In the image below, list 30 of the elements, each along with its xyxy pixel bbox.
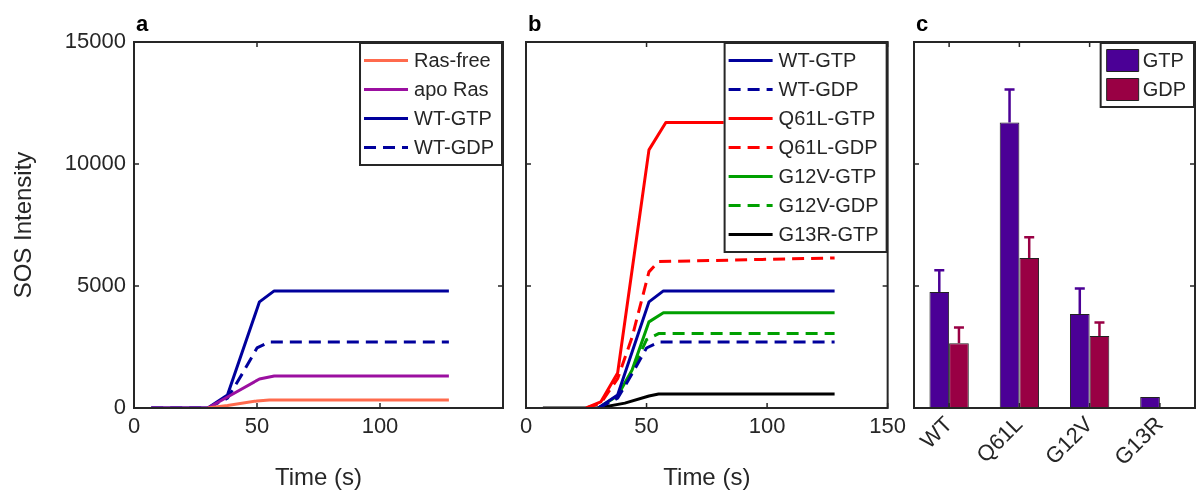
y-axis-title: SOS Intensity — [9, 151, 37, 299]
legend-label: GDP — [1142, 78, 1186, 101]
y-tick-label: 5000 — [77, 272, 126, 298]
y-tick-label: 0 — [113, 394, 126, 420]
legend-label: WT-GDP — [414, 136, 495, 159]
legend-label: WT-GDP — [778, 78, 859, 101]
x-axis-title: Time (s) — [274, 463, 363, 491]
legend-label: G12V-GTP — [778, 165, 877, 188]
chart-title: a — [136, 11, 149, 37]
x-tick-label: 100 — [748, 413, 786, 439]
legend-label: Q61L-GTP — [778, 107, 876, 130]
x-tick-label: 50 — [634, 413, 659, 439]
x-axis-title: Time (s) — [663, 463, 751, 491]
legend-label: G13R-GTP — [778, 223, 879, 246]
legend-label: G12V-GDP — [778, 194, 879, 217]
y-tick-label: 15000 — [64, 28, 126, 54]
x-tick-label: WT — [915, 411, 957, 454]
legend-label: Q61L-GDP — [778, 136, 878, 159]
y-tick-label: 10000 — [64, 150, 126, 176]
chart-title: c — [916, 11, 929, 37]
legend-label: apo Ras — [414, 78, 489, 101]
x-tick-label: 50 — [244, 413, 270, 439]
legend-label: Ras-free — [414, 49, 491, 72]
x-tick-label: 150 — [869, 413, 907, 439]
legend-label: GTP — [1142, 49, 1184, 72]
x-tick-label: 100 — [361, 413, 399, 439]
legend-label: WT-GTP — [778, 49, 857, 72]
chart-title: b — [528, 11, 542, 37]
x-tick-label: 0 — [519, 413, 533, 439]
legend-label: WT-GTP — [414, 107, 492, 130]
